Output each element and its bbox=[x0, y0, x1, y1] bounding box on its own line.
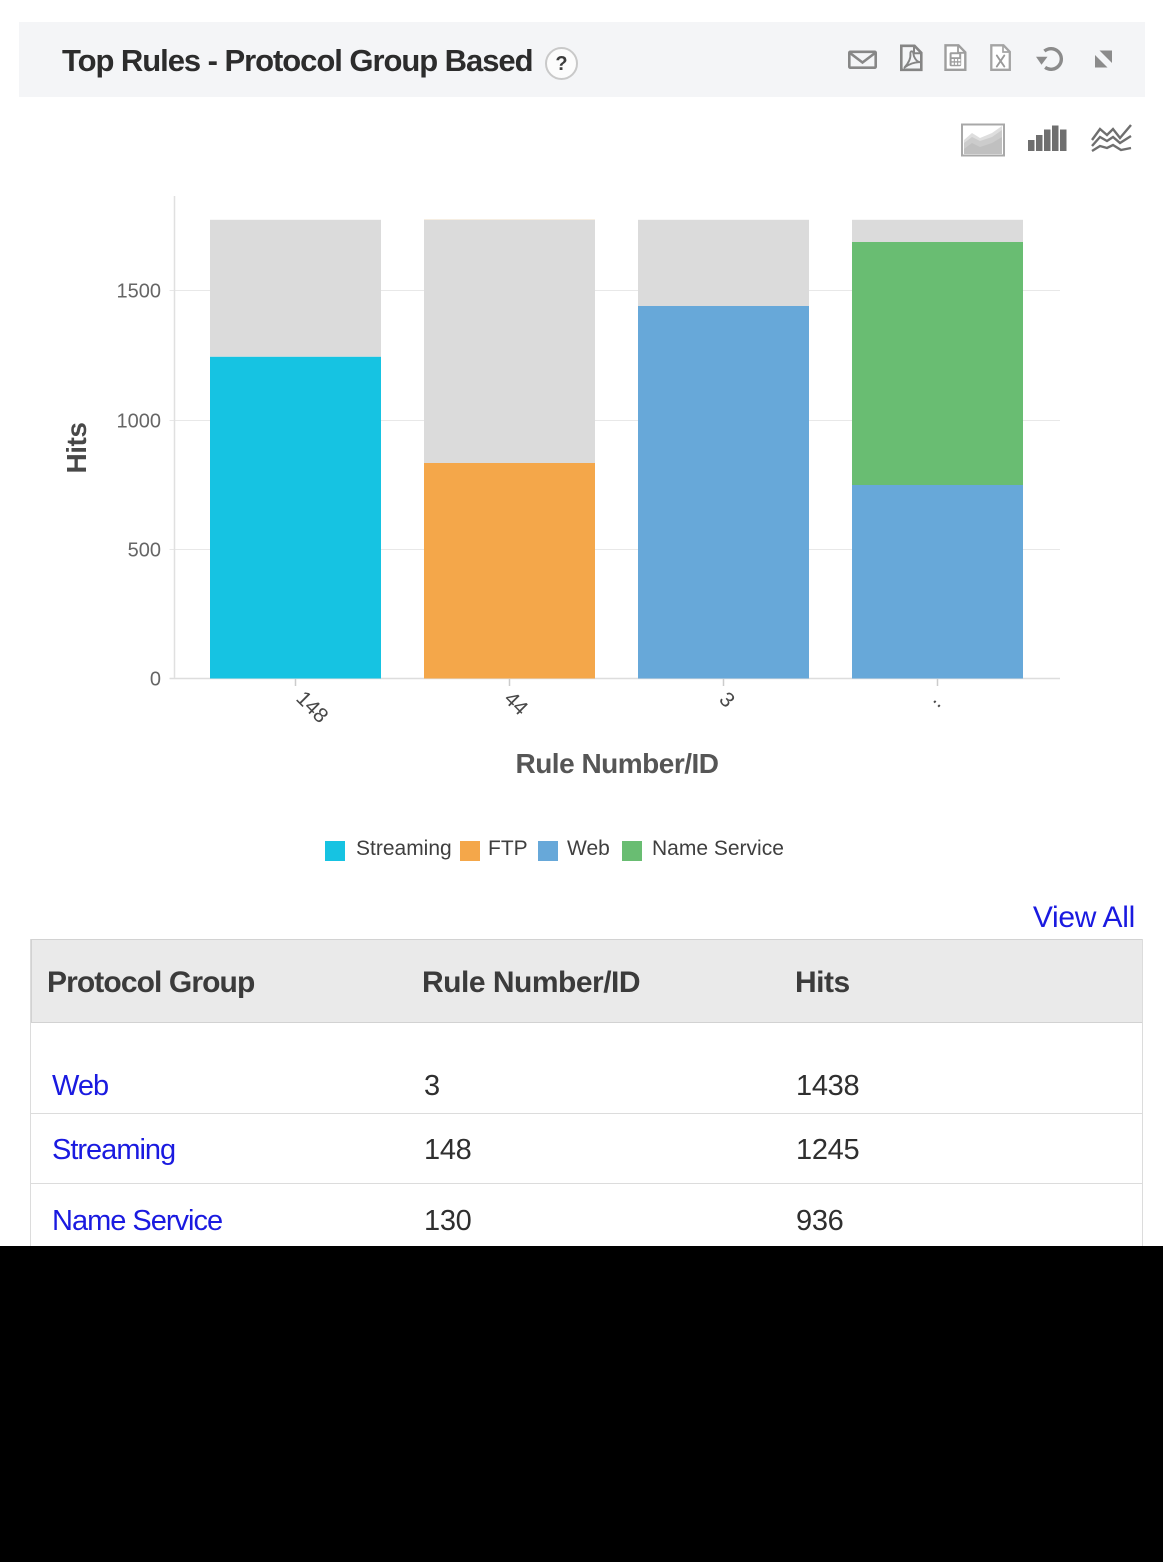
svg-text:500: 500 bbox=[128, 540, 161, 562]
svg-text:44: 44 bbox=[499, 687, 532, 720]
svg-text:1000: 1000 bbox=[117, 411, 162, 433]
svg-text:148: 148 bbox=[291, 687, 332, 728]
svg-text:3: 3 bbox=[714, 688, 739, 713]
svg-text:Hits: Hits bbox=[61, 423, 92, 474]
svg-text:1500: 1500 bbox=[117, 281, 162, 303]
svg-text:Rule Number/ID: Rule Number/ID bbox=[515, 748, 718, 779]
svg-text:..: .. bbox=[928, 688, 953, 713]
svg-text:0: 0 bbox=[150, 669, 161, 691]
